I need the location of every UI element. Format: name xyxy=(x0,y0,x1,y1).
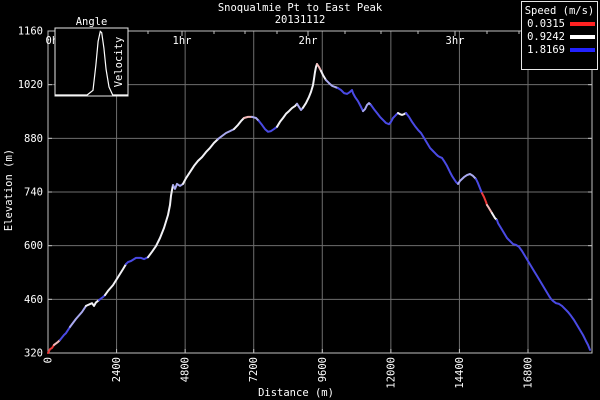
legend-entry-slow: 0.0315 xyxy=(522,17,597,30)
x-tick-label: 2400 xyxy=(111,357,123,382)
elevation-line-segment-pink xyxy=(243,115,253,119)
elevation-line-segment-lavender xyxy=(296,102,304,111)
inset-velocity-label: Velocity xyxy=(113,37,125,88)
x-tick-label: 4800 xyxy=(180,357,192,382)
elevation-line-segment-blue xyxy=(370,104,399,126)
elevation-line-segment-white xyxy=(85,299,100,307)
y-axis-title: Elevation (m) xyxy=(3,149,15,231)
elevation-line-segment-lavender xyxy=(69,304,87,328)
elevation-line-segment-white xyxy=(276,102,298,128)
elevation-line-segment-white xyxy=(302,63,318,109)
y-tick-label: 460 xyxy=(24,294,43,306)
elevation-line-segment-blue xyxy=(405,112,459,185)
elevation-line-segment-blue xyxy=(125,256,149,266)
elevation-line-segment-white xyxy=(491,212,498,221)
elevation-line-segment-white xyxy=(233,117,245,131)
legend-entry-fast: 1.8169 xyxy=(522,43,597,56)
y-tick-label: 740 xyxy=(24,187,43,199)
x-tick-label: 12000 xyxy=(385,357,397,389)
elevation-line-segment-blue xyxy=(475,178,483,195)
speed-legend: Speed (m/s) 0.0315 0.9242 1.8169 xyxy=(521,1,598,70)
x-tick-label: 0 xyxy=(43,357,55,363)
time-tick-label: 2hr xyxy=(299,35,318,47)
legend-value-label: 1.8169 xyxy=(527,43,565,56)
elevation-line-segment-white xyxy=(104,263,127,297)
elevation-line-segment-pink xyxy=(53,339,61,346)
elevation-line-segment-lavender xyxy=(217,128,235,141)
elevation-line-segment-lavender xyxy=(251,115,260,123)
elevation-line-segment-white xyxy=(182,138,219,185)
inset-title: Angle xyxy=(76,16,108,28)
elevation-line-segment-red xyxy=(481,192,488,206)
chart-title: Snoqualmie Pt to East Peak xyxy=(217,2,383,14)
y-tick-label: 880 xyxy=(24,133,43,145)
elevation-line-segment-blue xyxy=(59,325,71,341)
elevation-line-segment-lavender xyxy=(325,79,339,90)
legend-red-line-swatch xyxy=(570,21,595,26)
legend-value-label: 0.0315 xyxy=(527,17,565,30)
inset-angle-histogram-curve xyxy=(55,30,128,96)
angle-velocity-inset: Angle Velocity xyxy=(54,16,129,97)
x-tick-label: 7200 xyxy=(248,357,260,382)
elevation-line-segment-lavender xyxy=(362,102,372,113)
elevation-line-segment-red xyxy=(47,343,55,354)
elevation-line-segment-lavender xyxy=(457,173,477,185)
inset-box xyxy=(54,27,129,97)
y-tick-label: 1160 xyxy=(18,26,43,38)
legend-blue-line-swatch xyxy=(570,47,595,52)
x-tick-label: 16800 xyxy=(523,357,535,389)
elevation-line-segment-lavender xyxy=(172,182,184,190)
time-tick-label: 1hr xyxy=(173,35,192,47)
x-tick-label: 9600 xyxy=(317,357,329,382)
grid-layer xyxy=(48,31,592,353)
elevation-line-segment-white xyxy=(320,69,327,82)
y-tick-label: 600 xyxy=(24,240,43,252)
legend-entry-medium: 0.9242 xyxy=(522,30,597,43)
legend-title: Speed (m/s) xyxy=(524,5,595,17)
elevation-line-segment-white xyxy=(147,184,174,259)
legend-value-label: 0.9242 xyxy=(527,30,565,43)
elevation-line-segment-pink xyxy=(486,204,493,215)
time-tick-label: 3hr xyxy=(446,35,465,47)
x-tick-label: 14400 xyxy=(454,357,466,389)
speed-colored-elevation-line xyxy=(47,63,591,354)
legend-white-line-swatch xyxy=(570,34,595,39)
elevation-line-segment-blue xyxy=(337,87,364,113)
elevation-line-segment-pink xyxy=(316,63,322,72)
elevation-line-segment-blue xyxy=(258,120,278,133)
chart-subtitle-date: 20131112 xyxy=(274,14,326,26)
y-tick-label: 1020 xyxy=(18,79,43,91)
elevation-line-segment-blue xyxy=(496,219,591,351)
elevation-line-segment-white xyxy=(397,112,407,116)
x-axis-title: Distance (m) xyxy=(258,387,334,399)
y-tick-label: 320 xyxy=(24,348,43,360)
